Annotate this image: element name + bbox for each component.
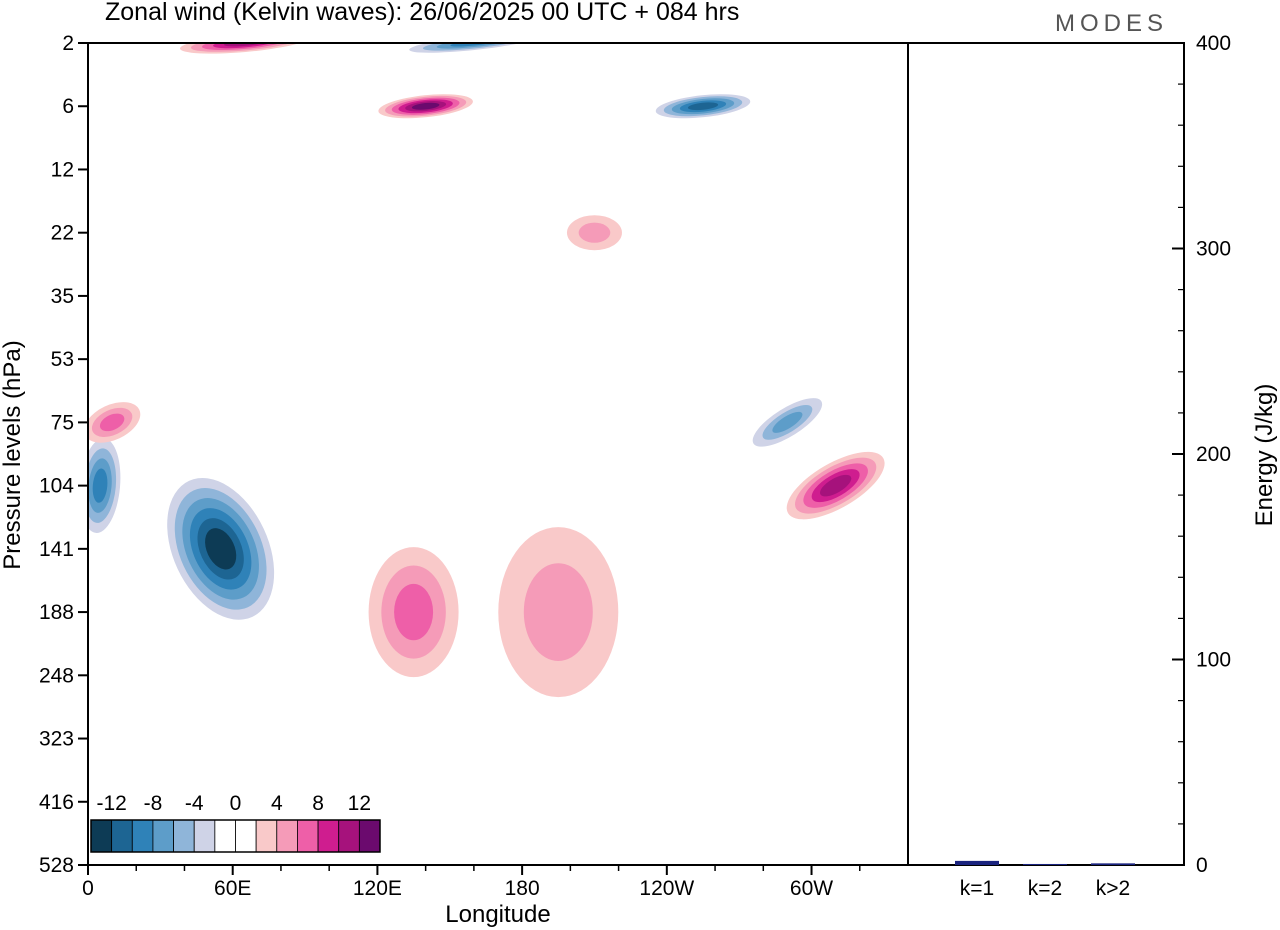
energy-bar	[955, 860, 999, 865]
colorbar-swatch	[276, 819, 298, 853]
colorbar-swatch	[131, 819, 154, 853]
colorbar-swatch	[111, 819, 133, 853]
x-tick-label: 60W	[790, 877, 833, 900]
colorbar-swatch	[152, 819, 174, 853]
y-axis: 2 6 12 22 35 53 75 104 141 188 248 323 416 528	[39, 32, 88, 877]
wind-anomaly-positive	[566, 215, 622, 251]
y-tick-label: 141	[39, 538, 74, 561]
wind-anomaly-negative	[167, 477, 275, 620]
wind-anomaly-negative	[752, 398, 823, 447]
colorbar-label: 4	[271, 792, 283, 815]
y-tick-label: 104	[39, 475, 74, 498]
wind-anomaly-positive	[498, 527, 619, 698]
colorbar-swatch	[214, 819, 236, 853]
x-axis-label: Longitude	[445, 901, 550, 928]
wind-anomaly-positive	[786, 451, 885, 520]
colorbar-label: 0	[230, 792, 242, 815]
contour-band	[772, 411, 803, 433]
energy-tick-label: 200	[1196, 443, 1231, 466]
contour-band	[819, 474, 852, 497]
energy-axis-label: Energy (J/kg)	[1251, 384, 1278, 527]
energy-tick-label: 0	[1196, 854, 1208, 877]
colorbar-swatch	[297, 819, 319, 853]
energy-axis: 0 100 200 300 400	[1172, 32, 1231, 877]
colorbar-label: -12	[96, 792, 126, 815]
contour-band	[687, 102, 719, 111]
contour-band	[205, 528, 237, 570]
x-axis: 0 60E 120E 180 120W 60W	[82, 865, 861, 900]
energy-panel-frame	[907, 42, 1185, 866]
colorbar-label: 12	[348, 792, 371, 815]
x-tick-label: 120E	[353, 877, 402, 900]
energy-bar	[1023, 863, 1067, 865]
x-tick-label: 0	[82, 877, 94, 900]
x-tick-label: 180	[505, 877, 540, 900]
colorbar-label: 8	[312, 792, 324, 815]
energy-tick-label: 400	[1196, 32, 1231, 55]
modes-logo: MODES	[1055, 10, 1168, 37]
colorbar-swatch	[235, 819, 257, 853]
colorbar-label: -4	[185, 792, 204, 815]
energy-tick-label: 100	[1196, 649, 1231, 672]
wind-anomaly-positive	[88, 402, 141, 443]
y-tick-label: 323	[39, 728, 74, 751]
energy-bars: k=1 k=2 k>2	[955, 860, 1135, 900]
chart-title: Zonal wind (Kelvin waves): 26/06/2025 00…	[105, 0, 739, 26]
y-tick-label: 248	[39, 664, 74, 687]
contour-band	[523, 563, 593, 661]
colorbar-swatch	[338, 819, 360, 853]
contour-band	[578, 222, 611, 243]
colorbar-label: -8	[144, 792, 163, 815]
energy-bar-label: k>2	[1096, 877, 1130, 900]
y-tick-label: 2	[62, 32, 74, 55]
y-tick-label: 22	[51, 222, 74, 245]
colorbar-swatch	[358, 819, 381, 853]
contour-band	[394, 583, 434, 641]
energy-bar-label: k=2	[1028, 877, 1062, 900]
x-tick-label: 120W	[639, 877, 694, 900]
wind-anomaly-positive	[368, 547, 459, 678]
energy-bar	[1091, 863, 1135, 865]
y-tick-label: 53	[51, 348, 74, 371]
y-tick-label: 188	[39, 601, 74, 624]
colorbar-swatch	[255, 819, 278, 853]
wind-field	[88, 43, 885, 698]
y-tick-label: 416	[39, 791, 74, 814]
y-tick-label: 75	[51, 411, 74, 434]
y-tick-label: 12	[51, 158, 74, 181]
y-tick-label: 6	[62, 95, 74, 118]
colorbar-swatch	[317, 819, 340, 853]
contour-band	[224, 43, 266, 47]
colorbar-swatch	[193, 819, 216, 853]
heatmap-frame	[87, 42, 909, 866]
y-axis-label: Pressure levels (hPa)	[0, 340, 26, 569]
y-tick-label: 528	[39, 854, 74, 877]
wind-anomaly-negative	[655, 94, 751, 119]
contour-band	[411, 102, 440, 110]
colorbar-swatch	[90, 819, 113, 853]
contour-band	[92, 468, 108, 503]
y-tick-label: 35	[51, 285, 74, 308]
contour-band	[99, 413, 125, 432]
wind-anomaly-positive	[378, 94, 473, 119]
x-tick-label: 60E	[214, 877, 251, 900]
energy-bar-label: k=1	[960, 877, 994, 900]
colorbar-border	[90, 819, 381, 853]
colorbar: -12 -8 -4 0 4 8 12	[90, 792, 381, 853]
colorbar-swatch	[173, 819, 195, 853]
energy-tick-label: 300	[1196, 238, 1231, 261]
wind-anomaly-negative	[88, 438, 121, 533]
